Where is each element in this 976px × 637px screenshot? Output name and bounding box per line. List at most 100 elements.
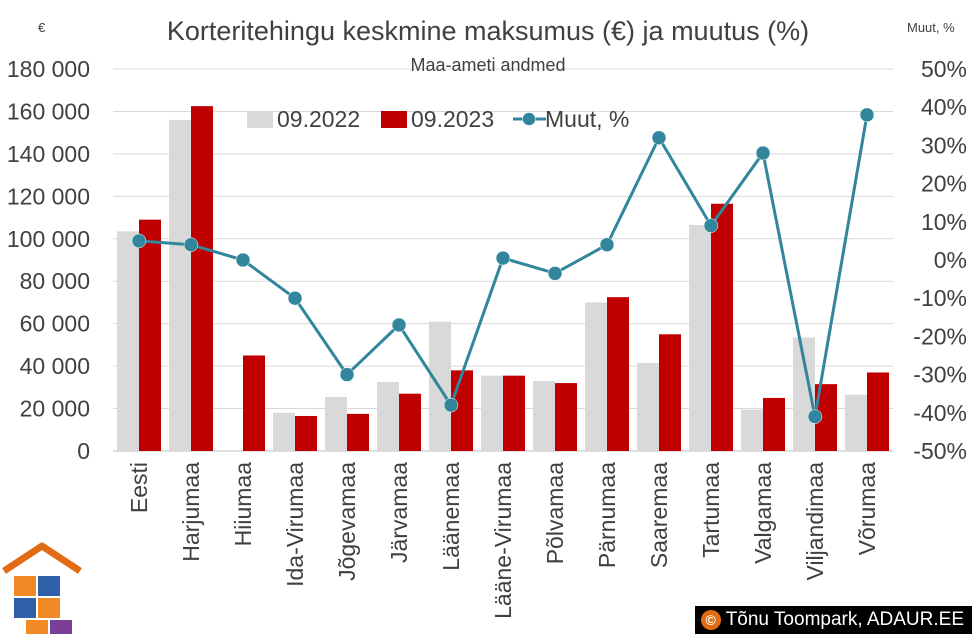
- bars: [117, 106, 889, 451]
- legend-swatch-change-marker: [522, 112, 536, 126]
- adaur-logo: [2, 542, 82, 634]
- category-label: Jõgevamaa: [334, 462, 360, 581]
- category-label: Hiiumaa: [230, 462, 256, 547]
- chart-subtitle: Maa-ameti andmed: [410, 55, 565, 75]
- category-label: Läänemaa: [438, 462, 464, 571]
- right-tick-label: -20%: [913, 323, 967, 349]
- right-tick-label: -40%: [913, 400, 967, 426]
- bar: [711, 203, 733, 451]
- left-tick-label: 20 000: [20, 396, 90, 422]
- category-label: Järvamaa: [386, 462, 412, 563]
- bar: [689, 224, 711, 451]
- left-tick-label: 180 000: [7, 56, 90, 82]
- left-axis: 0 20 000 40 000 60 000 80 000 100 000 120 000 1…: [7, 56, 90, 464]
- bar: [273, 412, 295, 451]
- category-label: Saaremaa: [646, 462, 672, 568]
- change-point: [703, 218, 719, 233]
- change-line: [131, 107, 875, 424]
- copyright-text: Tõnu Toompark, ADAUR.EE: [725, 609, 964, 630]
- bar: [399, 393, 421, 451]
- change-point: [495, 250, 511, 266]
- legend-swatch-2022: [247, 111, 273, 128]
- change-point: [391, 317, 407, 333]
- logo-piece-5: [26, 620, 48, 634]
- logo-piece-6: [50, 620, 72, 634]
- change-point: [339, 367, 355, 382]
- right-tick-label: -10%: [913, 285, 967, 311]
- right-tick-label: 30%: [921, 132, 967, 158]
- legend: 09.2022 09.2023 Muut, %: [247, 106, 629, 132]
- category-label: Viljandimaa: [802, 462, 828, 581]
- change-point: [287, 290, 303, 306]
- logo-roof: [2, 542, 82, 574]
- left-tick-label: 100 000: [7, 226, 90, 252]
- left-tick-label: 120 000: [7, 183, 90, 209]
- left-tick-label: 0: [77, 438, 90, 464]
- right-tick-label: 20%: [921, 171, 967, 197]
- logo-piece-3: [14, 598, 36, 618]
- bar: [845, 394, 867, 451]
- bar: [585, 302, 607, 451]
- bar: [503, 375, 525, 451]
- right-tick-label: -50%: [913, 438, 967, 464]
- legend-label-change: Muut, %: [545, 106, 629, 132]
- category-label: Võrumaa: [854, 462, 880, 556]
- category-label: Valgamaa: [750, 462, 776, 564]
- bar: [295, 415, 317, 451]
- change-point: [755, 145, 771, 161]
- change-point: [599, 237, 615, 252]
- change-point: [651, 130, 667, 146]
- bar: [243, 355, 265, 451]
- category-label: Harjumaa: [178, 462, 204, 562]
- bar: [741, 409, 763, 451]
- change-point: [235, 252, 251, 268]
- chart-title: Korteritehingu keskmine maksumus (€) ja …: [167, 16, 809, 46]
- category-label: Pärnumaa: [594, 462, 620, 568]
- right-tick-label: 40%: [921, 94, 967, 120]
- bar: [117, 231, 139, 451]
- bar: [867, 372, 889, 451]
- bar: [139, 219, 161, 451]
- bar: [637, 362, 659, 451]
- copyright-icon: ©: [700, 610, 721, 630]
- bar: [533, 380, 555, 451]
- bar: [325, 396, 347, 451]
- category-label: Eesti: [126, 462, 152, 513]
- left-tick-label: 80 000: [20, 268, 90, 294]
- change-point: [547, 266, 563, 281]
- right-tick-label: -30%: [913, 362, 967, 388]
- category-label: Põlvamaa: [542, 462, 568, 564]
- legend-swatch-2023: [381, 111, 407, 128]
- left-tick-label: 160 000: [7, 98, 90, 124]
- change-point: [131, 233, 147, 249]
- logo-piece-1: [14, 576, 36, 596]
- change-point: [443, 397, 459, 413]
- bar: [763, 397, 785, 451]
- bar: [169, 119, 191, 451]
- left-tick-label: 40 000: [20, 353, 90, 379]
- legend-label-2022: 09.2022: [277, 106, 360, 132]
- bar: [481, 375, 503, 451]
- change-point: [807, 409, 823, 424]
- left-tick-label: 140 000: [7, 141, 90, 167]
- copyright-badge: © Tõnu Toompark, ADAUR.EE: [694, 606, 972, 634]
- logo-piece-2: [38, 576, 60, 596]
- category-axis: Eesti Harjumaa Hiiumaa Ida-Virumaa Jõgevamaa…: [126, 462, 880, 619]
- bar: [191, 106, 213, 451]
- change-point: [183, 237, 199, 252]
- right-axis: -50% -40% -30% -20% -10% 0% 10% 20% 30% 40% 50%: [913, 56, 967, 464]
- bar: [607, 297, 629, 451]
- right-tick-label: 10%: [921, 209, 967, 235]
- right-tick-label: 50%: [921, 56, 967, 82]
- right-tick-label: 0%: [934, 247, 967, 273]
- left-axis-label: €: [38, 20, 46, 35]
- change-point: [859, 107, 875, 123]
- category-label: Tartumaa: [698, 462, 724, 558]
- bar: [659, 334, 681, 451]
- logo-piece-4: [38, 598, 60, 618]
- left-tick-label: 60 000: [20, 311, 90, 337]
- bar: [347, 413, 369, 451]
- category-label: Lääne-Virumaa: [490, 462, 516, 619]
- bar: [555, 383, 577, 451]
